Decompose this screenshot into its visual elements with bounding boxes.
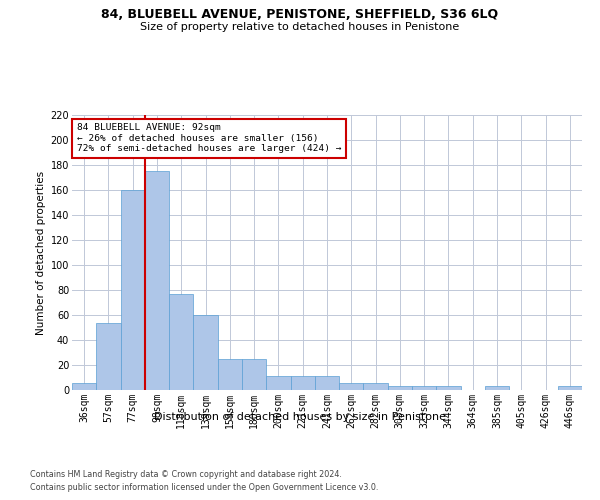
Text: Distribution of detached houses by size in Penistone: Distribution of detached houses by size …	[154, 412, 446, 422]
Bar	[290, 376, 315, 390]
Text: Contains public sector information licensed under the Open Government Licence v3: Contains public sector information licen…	[30, 482, 379, 492]
Bar	[315, 376, 339, 390]
Bar	[218, 359, 242, 390]
Bar	[145, 171, 169, 390]
Bar	[412, 386, 436, 390]
Bar	[388, 386, 412, 390]
Bar	[266, 376, 290, 390]
Bar	[558, 386, 582, 390]
Y-axis label: Number of detached properties: Number of detached properties	[37, 170, 46, 334]
Bar	[436, 386, 461, 390]
Bar	[169, 294, 193, 390]
Text: 84, BLUEBELL AVENUE, PENISTONE, SHEFFIELD, S36 6LQ: 84, BLUEBELL AVENUE, PENISTONE, SHEFFIEL…	[101, 8, 499, 20]
Bar	[193, 315, 218, 390]
Bar	[72, 382, 96, 390]
Text: Contains HM Land Registry data © Crown copyright and database right 2024.: Contains HM Land Registry data © Crown c…	[30, 470, 342, 479]
Text: Size of property relative to detached houses in Penistone: Size of property relative to detached ho…	[140, 22, 460, 32]
Text: 84 BLUEBELL AVENUE: 92sqm
← 26% of detached houses are smaller (156)
72% of semi: 84 BLUEBELL AVENUE: 92sqm ← 26% of detac…	[77, 123, 341, 153]
Bar	[96, 322, 121, 390]
Bar	[121, 190, 145, 390]
Bar	[339, 382, 364, 390]
Bar	[242, 359, 266, 390]
Bar	[485, 386, 509, 390]
Bar	[364, 382, 388, 390]
